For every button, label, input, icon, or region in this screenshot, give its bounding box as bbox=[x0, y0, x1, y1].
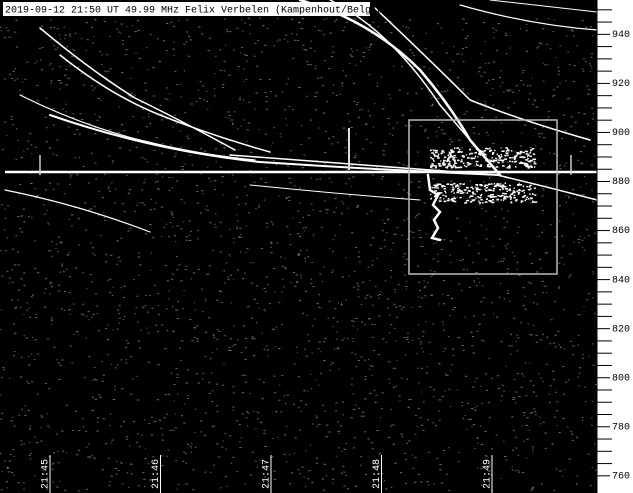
y-tick-label: 840 bbox=[612, 275, 630, 286]
x-tick-label: 21:46 bbox=[151, 459, 162, 489]
noise bbox=[0, 17, 598, 492]
streak bbox=[374, 7, 591, 141]
echo-cloud bbox=[430, 147, 538, 204]
y-tick-label: 880 bbox=[612, 177, 630, 188]
y-tick-label: 780 bbox=[612, 422, 630, 433]
y-tick-label: 900 bbox=[612, 128, 630, 139]
x-tick-label: 21:49 bbox=[483, 459, 494, 489]
streak bbox=[249, 184, 421, 201]
streak bbox=[59, 54, 271, 153]
streak bbox=[4, 189, 151, 233]
y-tick-label: 800 bbox=[612, 373, 630, 384]
noise-dots bbox=[0, 17, 598, 492]
plot-background bbox=[0, 0, 597, 493]
streak bbox=[489, 0, 598, 13]
title-box bbox=[3, 2, 370, 16]
y-tick-label: 760 Hz bbox=[612, 471, 633, 482]
x-tick-label: 21:47 bbox=[262, 459, 273, 489]
y-tick-label: 920 bbox=[612, 79, 630, 90]
streak bbox=[39, 27, 236, 151]
streak bbox=[459, 4, 598, 31]
streak bbox=[426, 173, 442, 242]
chart-title: 2019-09-12 21:50 UT 49.99 MHz Felix Verb… bbox=[5, 5, 437, 17]
x-tick-label: 21:45 bbox=[41, 459, 52, 489]
x-tick-label: 21:48 bbox=[372, 459, 383, 489]
streaks bbox=[4, 0, 598, 242]
y-tick-label: 940 bbox=[612, 30, 630, 41]
y-tick-label: 820 bbox=[612, 324, 630, 335]
highlight-box bbox=[408, 119, 558, 275]
echo-dots bbox=[430, 147, 538, 204]
y-tick-label: 860 bbox=[612, 226, 630, 237]
